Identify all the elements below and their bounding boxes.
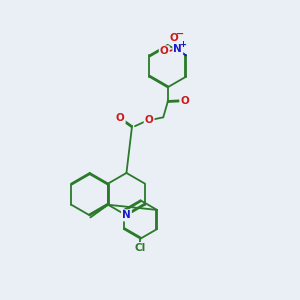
Text: O: O	[170, 33, 178, 43]
Text: Cl: Cl	[135, 243, 146, 253]
Text: N: N	[122, 210, 131, 220]
Text: −: −	[176, 28, 184, 38]
Text: O: O	[116, 113, 124, 123]
Text: N: N	[173, 44, 182, 54]
Text: +: +	[180, 40, 187, 50]
Text: O: O	[145, 115, 154, 125]
Text: O: O	[160, 46, 169, 56]
Text: O: O	[180, 96, 189, 106]
